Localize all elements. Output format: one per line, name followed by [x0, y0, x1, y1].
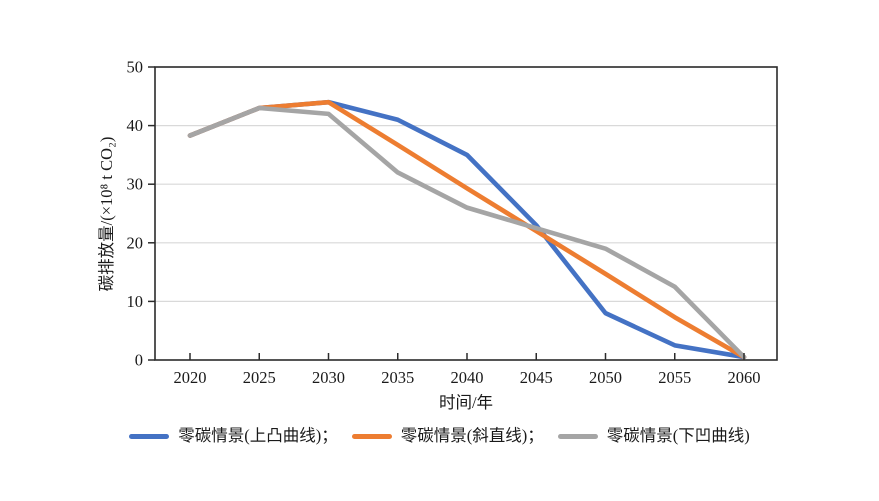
legend-label-concave-curve: 零碳情景(下凹曲线)	[606, 426, 750, 445]
x-tick-label: 2060	[728, 368, 761, 387]
line-chart: 2020 2025 2030 2035 2040 2045 2050 2055 20600102…	[97, 58, 778, 412]
x-tick-label: 2055	[658, 368, 691, 387]
legend-label-straight-line: 零碳情景(斜直线)；	[400, 426, 544, 445]
x-tick-label: 2050	[589, 368, 622, 387]
y-tick-label: 40	[127, 116, 144, 135]
y-tick-label: 0	[135, 351, 143, 370]
y-tick-label: 10	[127, 292, 144, 311]
legend-item-straight-line: 零碳情景(斜直线)；	[351, 426, 544, 445]
legend-swatch-gray-line	[557, 433, 598, 439]
x-tick-label: 2045	[520, 368, 553, 387]
y-tick-label: 50	[127, 58, 144, 77]
x-axis-title: 时间/年	[439, 393, 493, 412]
x-tick-label: 2025	[243, 368, 276, 387]
x-tick-label: 2020	[174, 368, 207, 387]
legend-swatch-orange-line	[351, 433, 392, 439]
legend-item-convex-curve: 零碳情景(上凸曲线)；	[129, 426, 338, 445]
y-axis-title: 碳排放量/(×10⁸ t CO₂)	[97, 137, 116, 292]
series-line-1	[187, 99, 747, 360]
y-tick-label: 30	[127, 175, 144, 194]
legend-label-convex-curve: 零碳情景(上凸曲线)；	[178, 426, 338, 445]
chart-legend: 零碳情景(上凸曲线)； 零碳情景(斜直线)； 零碳情景(下凹曲线)	[0, 426, 879, 445]
series-line-0	[187, 99, 747, 360]
x-tick-label: 2030	[312, 368, 345, 387]
plot-border	[154, 66, 778, 361]
legend-item-concave-curve: 零碳情景(下凹曲线)	[557, 426, 750, 445]
x-tick-label: 2035	[381, 368, 414, 387]
x-tick-label: 2040	[451, 368, 484, 387]
y-tick-label: 20	[127, 233, 144, 252]
legend-swatch-blue-line	[129, 433, 170, 439]
series-line-2	[187, 105, 747, 360]
